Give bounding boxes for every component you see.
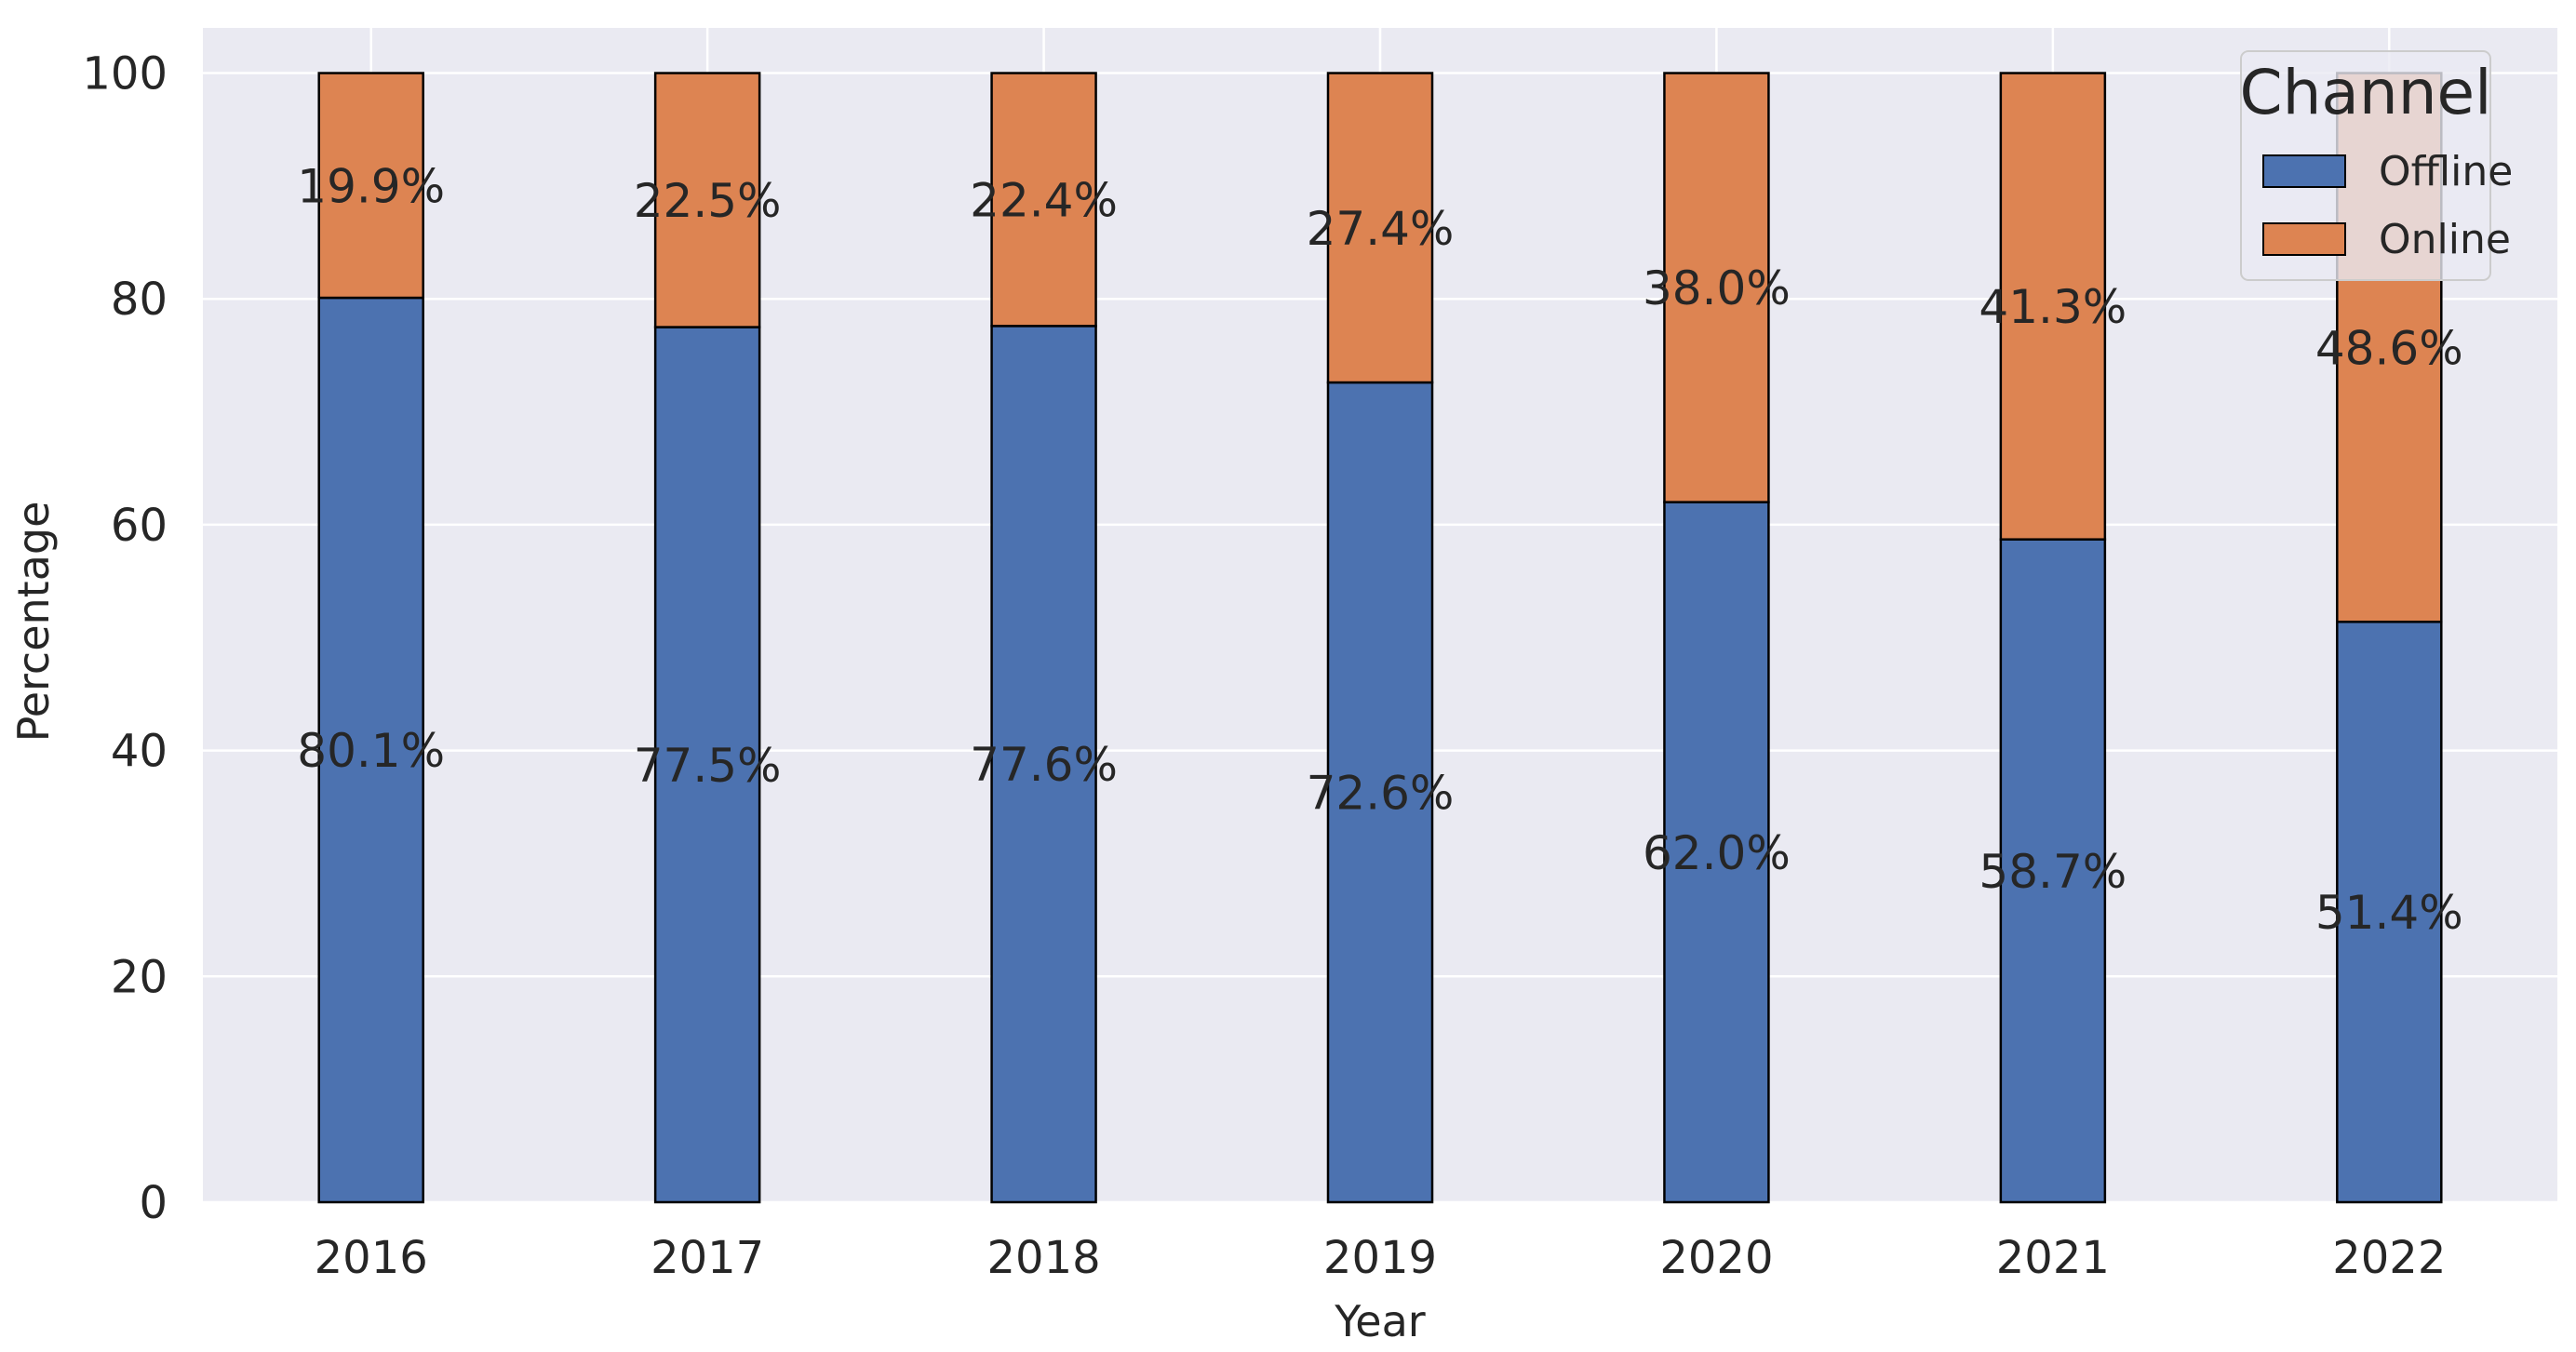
y-tick-label: 0 [139, 1177, 168, 1229]
y-tick-label: 80 [111, 274, 168, 326]
legend: Channel Offline Online [2240, 50, 2513, 281]
x-tick-label: 2017 [651, 1232, 764, 1284]
x-tick-label: 2018 [986, 1232, 1100, 1284]
x-tick-label: 2020 [1659, 1232, 1773, 1284]
data-label-offline-2018: 77.6% [970, 738, 1118, 792]
y-axis-ticks: 0 20 40 60 80 100 [82, 48, 168, 1229]
y-tick-label: 100 [82, 48, 168, 100]
legend-label-offline: Offline [2379, 148, 2513, 195]
bar-online-2019 [1326, 72, 1434, 384]
bar-online-2017 [653, 72, 761, 328]
bar-online-2021 [1999, 72, 2107, 541]
data-labels: 80.1% 19.9% 77.5% 22.5% 77.6% 22.4% 72.6% 27.4%… [297, 159, 2462, 940]
bar-online-2016 [317, 72, 424, 300]
legend-title: Channel [2240, 57, 2492, 128]
data-label-offline-2021: 58.7% [1979, 845, 2127, 899]
data-label-online-2021: 41.3% [1979, 280, 2127, 334]
x-tick-label: 2019 [1323, 1232, 1437, 1284]
x-tick-label: 2022 [2332, 1232, 2446, 1284]
bar-offline-2017 [653, 326, 761, 1204]
legend-swatch-online [2262, 222, 2346, 256]
y-axis-title: Percentage [8, 502, 59, 743]
data-label-offline-2022: 51.4% [2315, 886, 2463, 940]
data-label-online-2017: 22.5% [634, 174, 782, 228]
data-label-online-2020: 38.0% [1643, 261, 1791, 315]
data-label-offline-2020: 62.0% [1643, 826, 1791, 880]
y-tick-label: 20 [111, 951, 168, 1003]
data-label-online-2019: 27.4% [1307, 202, 1455, 256]
legend-swatch-offline [2262, 154, 2346, 188]
bar-offline-2018 [990, 325, 1097, 1204]
bar-offline-2021 [1999, 538, 2107, 1204]
bar-offline-2020 [1663, 501, 1770, 1204]
y-tick-label: 60 [111, 500, 168, 552]
data-label-offline-2017: 77.5% [634, 739, 782, 793]
bar-online-2018 [990, 72, 1097, 328]
y-tick-label: 40 [111, 726, 168, 778]
data-label-online-2016: 19.9% [297, 159, 445, 213]
x-tick-label: 2021 [1996, 1232, 2110, 1284]
data-label-online-2022: 48.6% [2315, 321, 2463, 375]
data-label-online-2018: 22.4% [970, 173, 1118, 227]
data-label-offline-2016: 80.1% [297, 724, 445, 778]
x-axis-title: Year [1334, 1296, 1425, 1346]
data-label-offline-2019: 72.6% [1307, 767, 1455, 821]
bar-online-2020 [1663, 72, 1770, 503]
bar-offline-2016 [317, 296, 424, 1204]
legend-label-online: Online [2379, 216, 2511, 263]
x-axis-ticks: 2016 2017 2018 2019 2020 2021 2022 [315, 1232, 2447, 1284]
x-tick-label: 2016 [315, 1232, 428, 1284]
bar-offline-2022 [2336, 621, 2443, 1204]
